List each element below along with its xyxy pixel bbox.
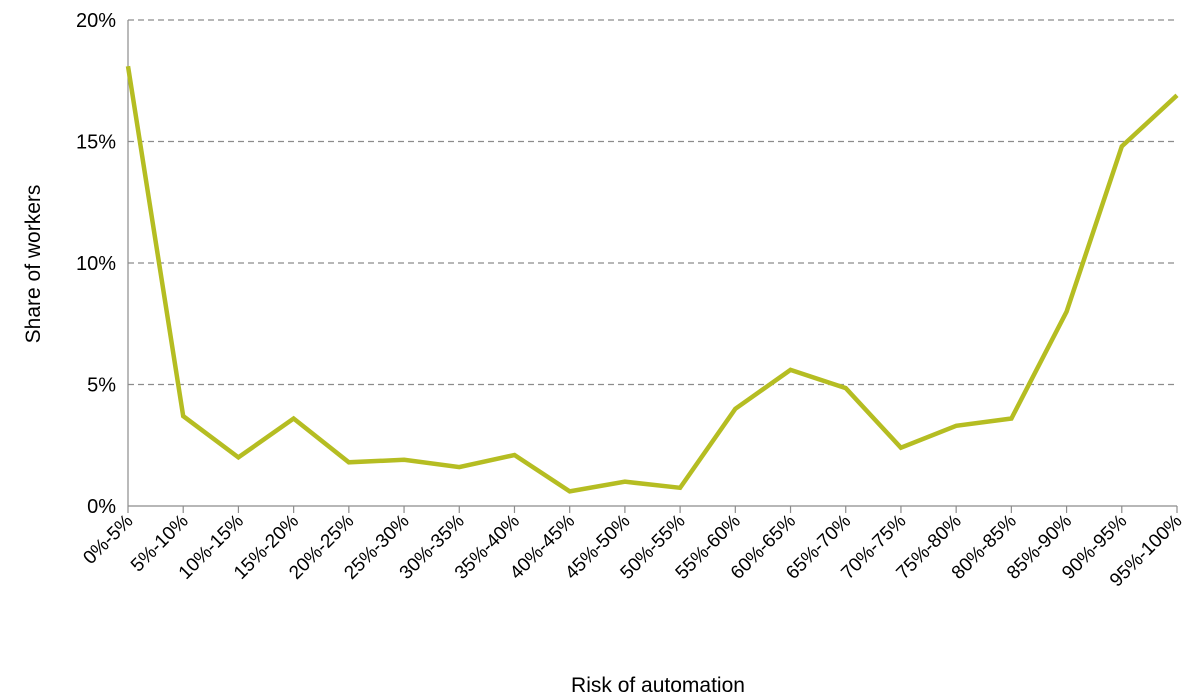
y-tick-label: 15% [76,132,116,154]
x-axis-title: Risk of automation [571,674,745,697]
y-tick-label: 10% [76,253,116,275]
y-tick-label: 0% [87,496,116,518]
axes [127,20,1178,513]
y-tick-label: 5% [87,375,116,397]
gridlines [128,19,1177,386]
x-tick-labels: 0%-5%5%-10%10%-15%15%-20%20%-25%25%-30%3… [79,511,1186,592]
series-layer [125,65,1179,494]
y-tick-label: 20% [76,10,116,32]
y-axis-title: Share of workers [22,185,45,344]
y-tick-labels: 0% 5% 10% 15% 20% [76,10,116,518]
series-line [125,65,1179,494]
